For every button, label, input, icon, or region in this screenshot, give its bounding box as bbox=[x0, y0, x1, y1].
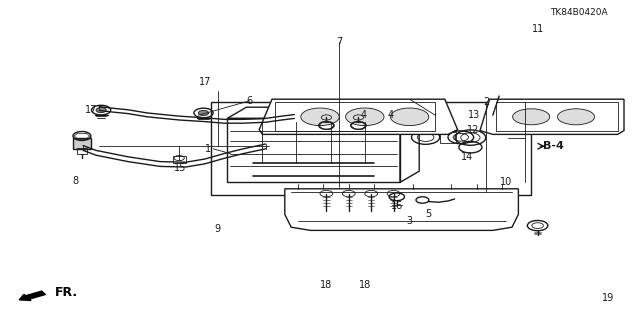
Bar bbox=[77, 148, 87, 154]
Bar bbox=[73, 138, 91, 149]
Bar bbox=[227, 118, 400, 182]
Text: 17: 17 bbox=[198, 76, 211, 87]
Text: 17: 17 bbox=[85, 105, 98, 116]
Text: 4: 4 bbox=[387, 110, 394, 120]
Text: 8: 8 bbox=[72, 176, 79, 186]
Bar bbox=[173, 156, 186, 163]
Text: 11: 11 bbox=[531, 24, 544, 34]
Polygon shape bbox=[480, 99, 624, 134]
Ellipse shape bbox=[346, 108, 384, 126]
Text: TK84B0420A: TK84B0420A bbox=[550, 8, 608, 17]
FancyArrow shape bbox=[19, 291, 45, 300]
Ellipse shape bbox=[557, 109, 595, 125]
Text: 13: 13 bbox=[467, 110, 480, 120]
Circle shape bbox=[96, 108, 106, 113]
Polygon shape bbox=[285, 189, 518, 230]
Text: 19: 19 bbox=[602, 293, 614, 303]
Text: FR.: FR. bbox=[54, 286, 77, 299]
Text: 3: 3 bbox=[406, 216, 413, 226]
Text: 5: 5 bbox=[426, 209, 432, 220]
Text: 10: 10 bbox=[499, 177, 512, 188]
Text: 9: 9 bbox=[214, 224, 221, 234]
Ellipse shape bbox=[513, 109, 550, 125]
Text: 4: 4 bbox=[360, 110, 367, 120]
Bar bbox=[211, 102, 531, 195]
Bar bbox=[496, 102, 618, 131]
Ellipse shape bbox=[390, 108, 429, 126]
Ellipse shape bbox=[301, 108, 339, 126]
Circle shape bbox=[198, 110, 209, 116]
Text: 16: 16 bbox=[390, 201, 403, 212]
Polygon shape bbox=[259, 99, 458, 134]
Text: 1: 1 bbox=[205, 144, 211, 154]
Text: 18: 18 bbox=[320, 280, 333, 291]
Text: 15: 15 bbox=[174, 163, 187, 173]
Text: 14: 14 bbox=[461, 152, 474, 162]
Bar bbox=[440, 132, 456, 143]
Text: B-4: B-4 bbox=[543, 141, 564, 151]
Text: 6: 6 bbox=[246, 96, 253, 106]
Text: 2: 2 bbox=[483, 97, 490, 108]
Text: 7: 7 bbox=[336, 36, 342, 47]
Bar bbox=[275, 102, 435, 131]
Text: 18: 18 bbox=[358, 280, 371, 291]
Text: 12: 12 bbox=[467, 124, 480, 135]
